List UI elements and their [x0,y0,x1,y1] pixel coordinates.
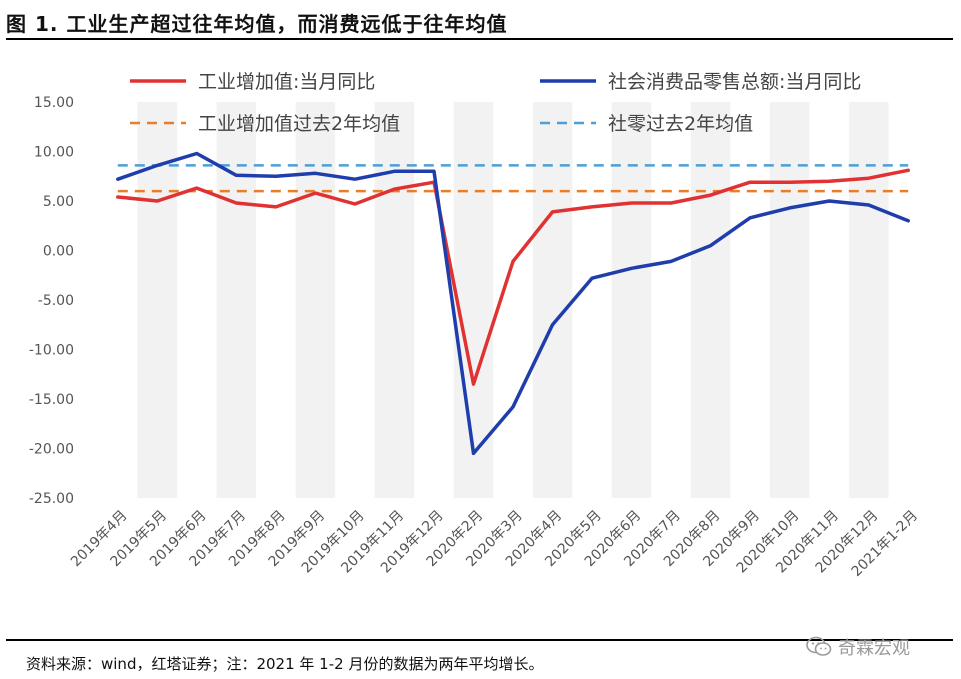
y-tick-label: -10.00 [29,343,74,359]
grid-band [453,102,494,498]
grid-band [690,102,731,498]
series-line-0 [116,168,910,386]
source-note: 资料来源：wind，红塔证券；注：2021 年 1-2 月份的数据为两年平均增长… [26,655,544,673]
y-tick-label: -15.00 [29,392,74,408]
grid-band [374,102,415,498]
x-axis-ticks: 2019年4月2019年5月2019年6月2019年7月2019年8月2019年… [68,508,921,580]
series-line-1 [116,151,910,456]
source-rule [6,639,953,641]
legend-label: 社会消费品零售总额:当月同比 [608,71,861,93]
figure-title: 图 1. 工业生产超过往年均值，而消费远低于往年均值 [6,12,508,36]
grid-band [769,102,810,498]
grid-band [216,102,257,498]
grid-band [295,102,336,498]
watermark: 奇霖宏观 [806,634,910,660]
y-tick-label: 0.00 [43,244,74,260]
series-lines [116,151,910,456]
y-tick-label: -20.00 [29,442,74,458]
legend-label: 社零过去2年均值 [608,113,753,135]
wechat-icon [806,636,832,656]
legend-label: 工业增加值:当月同比 [198,71,375,93]
y-tick-label: 15.00 [34,95,74,111]
title-rule [6,38,953,40]
y-tick-label: 5.00 [43,194,74,210]
line-chart: 15.00 10.00 5.00 0.00 -5.00 -10.00 -15.00 -20.0… [29,71,921,580]
y-tick-label: -25.00 [29,491,74,507]
watermark-text: 奇霖宏观 [838,638,910,659]
grid-bands [137,102,889,498]
grid-band [611,102,652,498]
legend-label: 工业增加值过去2年均值 [198,113,400,135]
y-tick-label: -5.00 [38,293,74,309]
grid-band [848,102,889,498]
y-axis-ticks: 15.00 10.00 5.00 0.00 -5.00 -10.00 -15.00 -20.0… [29,95,74,507]
grid-band [137,102,178,498]
grid-band [532,102,573,498]
y-tick-label: 10.00 [34,145,74,161]
